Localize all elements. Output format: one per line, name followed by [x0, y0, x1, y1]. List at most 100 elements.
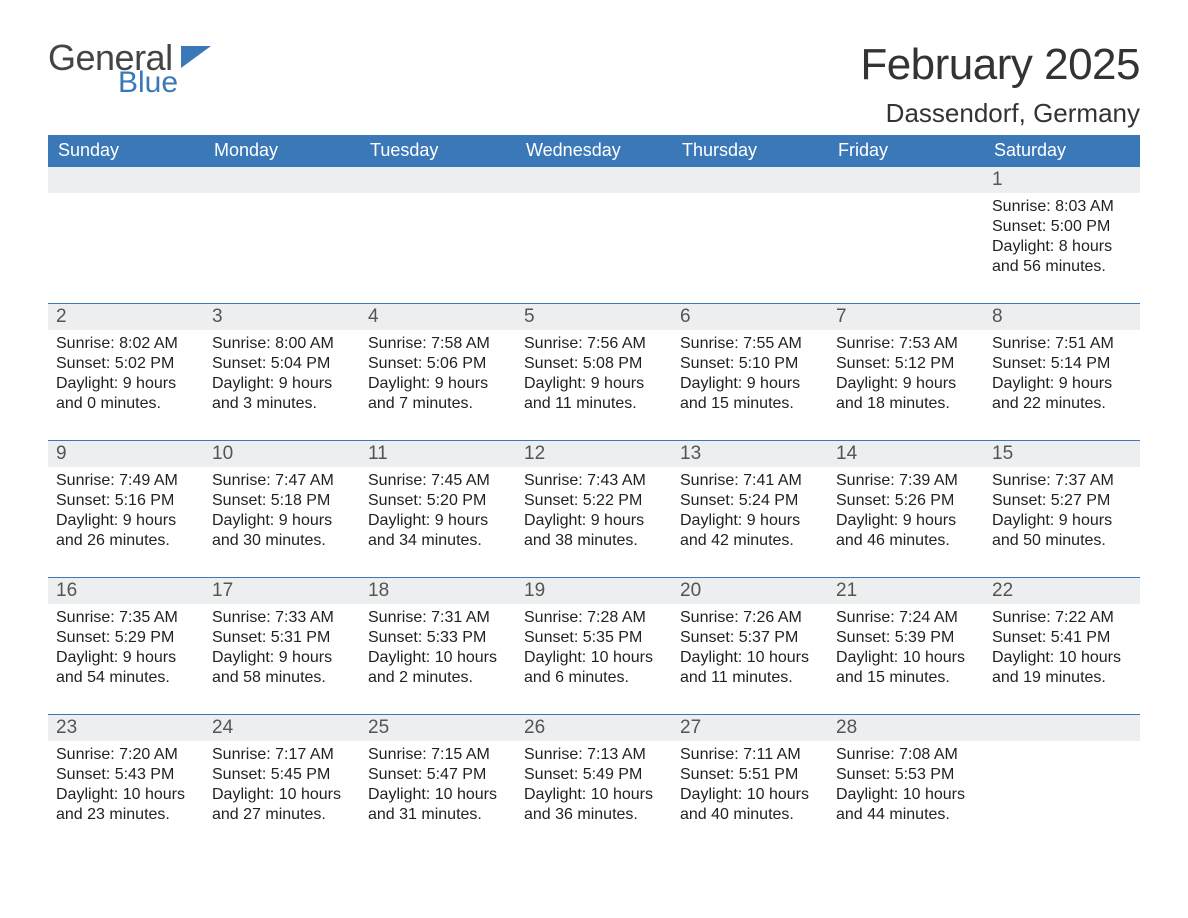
day-detail-line: and 27 minutes.	[212, 805, 352, 825]
brand-logo-text: General Blue	[48, 40, 178, 98]
day-detail-line: and 15 minutes.	[680, 394, 820, 414]
day-cell: Sunrise: 7:33 AMSunset: 5:31 PMDaylight:…	[204, 604, 360, 692]
flag-icon	[181, 46, 211, 68]
day-cell: Sunrise: 7:37 AMSunset: 5:27 PMDaylight:…	[984, 467, 1140, 555]
day-detail-line: and 30 minutes.	[212, 531, 352, 551]
day-cell: Sunrise: 7:17 AMSunset: 5:45 PMDaylight:…	[204, 741, 360, 829]
day-detail-line: Sunset: 5:26 PM	[836, 491, 976, 511]
day-number: 4	[360, 304, 516, 330]
day-number: 18	[360, 578, 516, 604]
day-detail-line: Sunrise: 7:41 AM	[680, 471, 820, 491]
day-detail-line: Sunset: 5:27 PM	[992, 491, 1132, 511]
day-detail-line: Sunset: 5:18 PM	[212, 491, 352, 511]
day-detail-line: Daylight: 9 hours	[212, 511, 352, 531]
day-cell: Sunrise: 7:47 AMSunset: 5:18 PMDaylight:…	[204, 467, 360, 555]
day-cell	[672, 193, 828, 281]
day-detail-line: Sunset: 5:12 PM	[836, 354, 976, 374]
day-number: 12	[516, 441, 672, 467]
day-detail-line: Sunset: 5:22 PM	[524, 491, 664, 511]
day-detail-line: Sunrise: 7:13 AM	[524, 745, 664, 765]
day-detail-line: Sunrise: 7:20 AM	[56, 745, 196, 765]
day-of-week-header: Tuesday	[360, 135, 516, 167]
day-detail-line: and 11 minutes.	[524, 394, 664, 414]
day-detail-line: Sunrise: 7:58 AM	[368, 334, 508, 354]
day-detail-line: Daylight: 9 hours	[836, 374, 976, 394]
day-number	[204, 167, 360, 193]
day-detail-line: Daylight: 9 hours	[524, 511, 664, 531]
day-detail-line: Daylight: 9 hours	[992, 374, 1132, 394]
day-detail-line: Sunrise: 7:28 AM	[524, 608, 664, 628]
day-detail-line: Sunrise: 7:55 AM	[680, 334, 820, 354]
day-detail-line: Daylight: 10 hours	[524, 648, 664, 668]
brand-logo: General Blue	[48, 40, 211, 98]
day-cell: Sunrise: 7:22 AMSunset: 5:41 PMDaylight:…	[984, 604, 1140, 692]
day-detail-line: and 56 minutes.	[992, 257, 1132, 277]
day-number: 8	[984, 304, 1140, 330]
day-number: 6	[672, 304, 828, 330]
day-cell	[984, 741, 1140, 829]
title-block: February 2025 Dassendorf, Germany	[860, 40, 1140, 129]
day-detail-line: Daylight: 9 hours	[368, 374, 508, 394]
day-number: 28	[828, 715, 984, 741]
day-detail-line: and 50 minutes.	[992, 531, 1132, 551]
day-cell: Sunrise: 7:56 AMSunset: 5:08 PMDaylight:…	[516, 330, 672, 418]
day-number	[984, 715, 1140, 741]
day-detail-line: Daylight: 8 hours	[992, 237, 1132, 257]
day-detail-line: Sunrise: 7:39 AM	[836, 471, 976, 491]
day-of-week-header: Saturday	[984, 135, 1140, 167]
day-number	[828, 167, 984, 193]
day-cell: Sunrise: 8:03 AMSunset: 5:00 PMDaylight:…	[984, 193, 1140, 281]
day-detail-line: Daylight: 9 hours	[368, 511, 508, 531]
day-detail-line: Sunrise: 8:02 AM	[56, 334, 196, 354]
day-detail-line: Sunset: 5:53 PM	[836, 765, 976, 785]
day-detail-line: Sunset: 5:49 PM	[524, 765, 664, 785]
day-number: 16	[48, 578, 204, 604]
day-detail-line: Sunrise: 8:00 AM	[212, 334, 352, 354]
day-detail-line: Sunset: 5:02 PM	[56, 354, 196, 374]
day-detail-line: and 0 minutes.	[56, 394, 196, 414]
day-number	[48, 167, 204, 193]
day-number	[360, 167, 516, 193]
weeks-container: 1Sunrise: 8:03 AMSunset: 5:00 PMDaylight…	[48, 167, 1140, 851]
day-number: 10	[204, 441, 360, 467]
day-detail-line: Sunrise: 7:43 AM	[524, 471, 664, 491]
day-detail-line: Sunrise: 7:33 AM	[212, 608, 352, 628]
day-detail-line: Sunrise: 8:03 AM	[992, 197, 1132, 217]
day-detail-line: Sunset: 5:39 PM	[836, 628, 976, 648]
page: General Blue February 2025 Dassendorf, G…	[0, 0, 1188, 881]
day-detail-line: Sunset: 5:29 PM	[56, 628, 196, 648]
day-of-week-header-row: SundayMondayTuesdayWednesdayThursdayFrid…	[48, 135, 1140, 167]
day-number: 15	[984, 441, 1140, 467]
day-detail-line: Sunset: 5:06 PM	[368, 354, 508, 374]
day-of-week-header: Monday	[204, 135, 360, 167]
day-number: 23	[48, 715, 204, 741]
day-detail-line: and 58 minutes.	[212, 668, 352, 688]
day-detail-line: Daylight: 10 hours	[836, 785, 976, 805]
day-detail-line: Daylight: 9 hours	[680, 374, 820, 394]
header: General Blue February 2025 Dassendorf, G…	[48, 40, 1140, 129]
day-detail-line: Sunrise: 7:45 AM	[368, 471, 508, 491]
day-number: 9	[48, 441, 204, 467]
day-cell: Sunrise: 8:02 AMSunset: 5:02 PMDaylight:…	[48, 330, 204, 418]
day-detail-line: Sunset: 5:43 PM	[56, 765, 196, 785]
day-detail-line: Sunset: 5:35 PM	[524, 628, 664, 648]
day-detail-line: and 26 minutes.	[56, 531, 196, 551]
day-detail-line: Daylight: 9 hours	[524, 374, 664, 394]
day-of-week-header: Friday	[828, 135, 984, 167]
day-detail-line: Sunset: 5:04 PM	[212, 354, 352, 374]
day-cell: Sunrise: 7:26 AMSunset: 5:37 PMDaylight:…	[672, 604, 828, 692]
day-number: 7	[828, 304, 984, 330]
day-cell: Sunrise: 7:08 AMSunset: 5:53 PMDaylight:…	[828, 741, 984, 829]
day-detail-line: Sunrise: 7:56 AM	[524, 334, 664, 354]
calendar: SundayMondayTuesdayWednesdayThursdayFrid…	[48, 135, 1140, 851]
day-detail-line: Sunrise: 7:51 AM	[992, 334, 1132, 354]
day-detail-line: and 36 minutes.	[524, 805, 664, 825]
week-number-row: 16171819202122	[48, 577, 1140, 604]
day-of-week-header: Wednesday	[516, 135, 672, 167]
day-cell: Sunrise: 7:15 AMSunset: 5:47 PMDaylight:…	[360, 741, 516, 829]
day-number: 20	[672, 578, 828, 604]
day-number: 3	[204, 304, 360, 330]
day-detail-line: Daylight: 9 hours	[992, 511, 1132, 531]
day-detail-line: Sunrise: 7:47 AM	[212, 471, 352, 491]
day-detail-line: Sunrise: 7:08 AM	[836, 745, 976, 765]
